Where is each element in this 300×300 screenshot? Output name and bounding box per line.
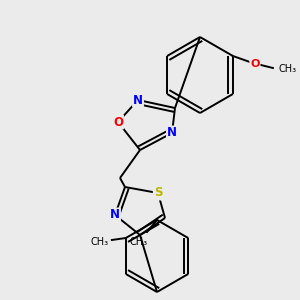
- Text: N: N: [110, 208, 120, 221]
- Text: S: S: [154, 187, 162, 200]
- Text: CH₃: CH₃: [130, 237, 148, 247]
- Text: CH₃: CH₃: [91, 237, 109, 247]
- Text: O: O: [250, 59, 260, 69]
- Text: N: N: [133, 94, 143, 106]
- Text: O: O: [113, 116, 123, 128]
- Text: N: N: [167, 127, 177, 140]
- Text: CH₃: CH₃: [279, 64, 297, 74]
